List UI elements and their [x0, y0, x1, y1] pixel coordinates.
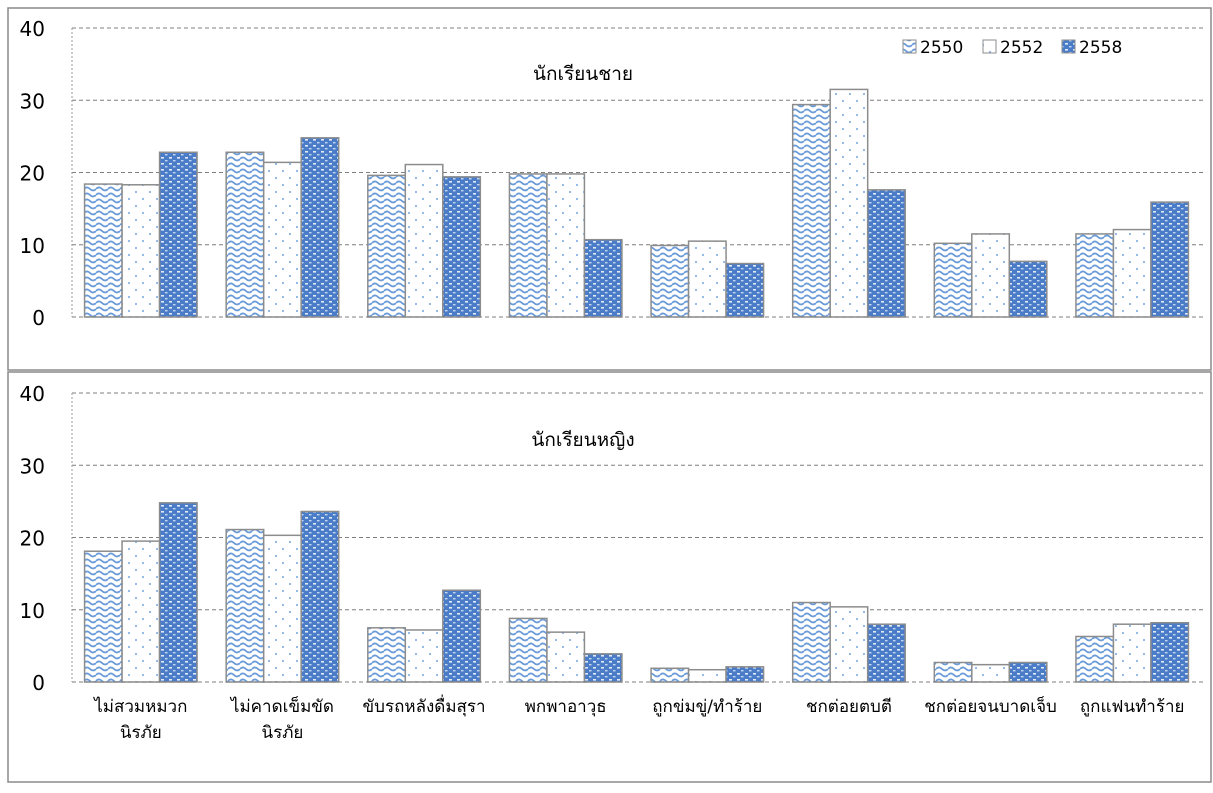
- chart2-x-category-label: พกพาอาวุธ: [525, 697, 607, 717]
- chart1-legend-label: 2552: [1000, 38, 1043, 58]
- chart2-bar-2558: [866, 623, 906, 683]
- chart2-bar-2552: [687, 668, 727, 683]
- chart1-bar-2558: [583, 238, 623, 318]
- chart2-x-category-label: ชกต่อยจนบาดเจ็บ: [924, 695, 1057, 717]
- chart2-bar-2552: [121, 540, 161, 683]
- chart1-panel-border: [7, 7, 1212, 371]
- chart1-y-tick-label: 10: [20, 234, 45, 258]
- chart1-bar-2558: [866, 189, 906, 318]
- chart1-legend-swatch-2550: [902, 39, 917, 54]
- chart2-bar-2558: [158, 502, 198, 683]
- chart2-x-category-label: ไม่คาดเข็มขัด: [229, 695, 334, 717]
- chart1-y-tick-label: 40: [20, 17, 45, 41]
- chart2-bar-2550: [650, 667, 690, 683]
- chart1-bar-2550: [83, 183, 123, 318]
- chart2-bar-2550: [1075, 635, 1115, 683]
- chart1-bar-2552: [262, 161, 302, 318]
- chart1-bar-2552: [971, 233, 1011, 318]
- chart2-x-category-label: ชกต่อยตบตี: [806, 697, 892, 717]
- chart2-title: นักเรียนหญิง: [531, 429, 634, 451]
- chart1-bar-2552: [687, 240, 727, 318]
- chart1-bar-2552: [1112, 228, 1152, 318]
- chart1-legend-label: 2558: [1079, 38, 1122, 58]
- chart1-bar-2550: [225, 151, 265, 318]
- chart2-bar-2552: [262, 534, 302, 683]
- chart1-bar-2558: [158, 151, 198, 318]
- chart2-x-category-label: นิรภัย: [261, 723, 303, 743]
- chart2-x-category-label: ไม่สวมหมวก: [92, 696, 187, 717]
- chart2-x-category-label: ขับรถหลังดื่มสุรา: [363, 694, 486, 717]
- chart2-bar-2558: [583, 653, 623, 683]
- chart1-title: นักเรียนชาย: [533, 63, 633, 85]
- chart2-bar-2558: [300, 510, 340, 683]
- chart2-bar-2558: [1150, 622, 1190, 683]
- chart2-panel-border: [7, 371, 1212, 783]
- chart2-y-tick-label: 30: [20, 454, 45, 478]
- chart1-bar-2558: [442, 176, 482, 318]
- chart1-bar-2552: [546, 173, 586, 318]
- chart2-y-tick-label: 0: [32, 671, 45, 695]
- chart1-legend-label: 2550: [920, 38, 963, 58]
- chart2-bar-2552: [1112, 623, 1152, 683]
- chart1-bar-2550: [791, 103, 831, 318]
- chart2-bar-2550: [508, 617, 548, 683]
- chart2-x-category-label: นิรภัย: [120, 723, 162, 743]
- chart2-bar-2558: [725, 666, 765, 683]
- chart1-bar-2552: [829, 88, 869, 318]
- chart1-y-tick-label: 0: [32, 306, 45, 330]
- chart1-y-tick-label: 30: [20, 89, 45, 113]
- chart2-bar-2558: [1008, 661, 1048, 683]
- chart1-bar-2550: [508, 173, 548, 318]
- chart2-bar-2550: [225, 528, 265, 683]
- chart1-bar-2558: [300, 137, 340, 318]
- chart2-bar-2552: [404, 629, 444, 683]
- chart1-legend-swatch-2552: [982, 39, 997, 54]
- chart1-bar-2550: [933, 242, 973, 318]
- chart2-x-category-label: ถูกข่มขู่/ทำร้าย: [652, 697, 762, 717]
- chart1-legend-swatch-2558: [1061, 39, 1076, 54]
- chart1-bar-2550: [650, 244, 690, 318]
- chart2-bar-2550: [933, 661, 973, 683]
- chart2-bar-2552: [971, 663, 1011, 683]
- chart2-x-category-label: ถูกแฟนทำร้าย: [1080, 697, 1185, 717]
- chart2-bar-2550: [367, 627, 407, 683]
- chart1-bar-2550: [367, 174, 407, 318]
- chart1-bar-2550: [1075, 233, 1115, 318]
- chart1-y-tick-label: 20: [20, 162, 45, 186]
- chart2-bar-2550: [791, 601, 831, 683]
- chart2-y-tick-label: 20: [20, 527, 45, 551]
- chart1-bar-2558: [1008, 260, 1048, 318]
- chart2-bar-2550: [83, 550, 123, 683]
- chart1-bar-2552: [121, 184, 161, 318]
- chart2-y-tick-label: 40: [20, 382, 45, 406]
- chart2-bar-2558: [442, 589, 482, 683]
- chart2-y-tick-label: 10: [20, 599, 45, 623]
- chart2-bar-2552: [829, 606, 869, 683]
- chart1-bar-2552: [404, 163, 444, 318]
- chart1-bar-2558: [725, 262, 765, 318]
- chart2-bar-2552: [546, 631, 586, 683]
- chart1-bar-2558: [1150, 201, 1190, 318]
